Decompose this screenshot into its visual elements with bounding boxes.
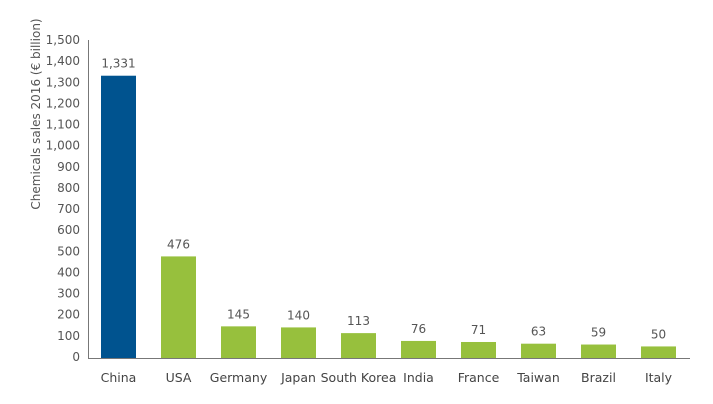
- y-tick-label: 200: [57, 308, 80, 322]
- data-label: 63: [531, 325, 546, 339]
- data-label: 140: [287, 308, 310, 322]
- bar-india: [401, 340, 436, 358]
- data-label: 1,331: [101, 57, 135, 71]
- x-tick-label: Brazil: [581, 370, 616, 385]
- y-tick-label: 400: [57, 265, 80, 279]
- bar-germany: [221, 326, 256, 358]
- bars: 1,331 China 476 USA 145 Germany 140 Japan 113 Sou…: [101, 57, 676, 385]
- bar-taiwan: [521, 343, 556, 358]
- y-tick-label: 1,300: [46, 75, 80, 89]
- y-tick-label: 600: [57, 223, 80, 237]
- bar-france: [461, 341, 496, 358]
- bar-south-korea: [341, 333, 376, 358]
- y-tick-label: 1,400: [46, 54, 80, 68]
- bar-china: [101, 75, 136, 358]
- data-label: 50: [651, 327, 666, 341]
- y-tick-label: 300: [57, 287, 80, 301]
- data-label: 76: [411, 322, 426, 336]
- x-tick-label: Japan: [280, 370, 316, 385]
- bar-japan: [281, 327, 316, 358]
- y-tick-label: 500: [57, 244, 80, 258]
- x-tick-label: Germany: [210, 370, 268, 385]
- x-tick-label: South Korea: [321, 370, 397, 385]
- y-tick-label: 900: [57, 160, 80, 174]
- y-axis-label: Chemicals sales 2016 (€ billion): [29, 18, 43, 209]
- x-tick-label: France: [458, 370, 500, 385]
- data-label: 113: [347, 314, 370, 328]
- data-label: 476: [167, 237, 190, 251]
- data-label: 59: [591, 326, 606, 340]
- data-label: 71: [471, 323, 486, 337]
- y-tick-label: 0: [72, 350, 80, 364]
- x-tick-label: Taiwan: [516, 370, 560, 385]
- y-tick-label: 1,500: [46, 33, 80, 47]
- bar-usa: [161, 256, 196, 358]
- y-tick-label: 1,100: [46, 118, 80, 132]
- data-label: 145: [227, 307, 250, 321]
- bar-brazil: [581, 344, 616, 358]
- x-tick-label: India: [403, 370, 434, 385]
- y-tick-label: 1,000: [46, 139, 80, 153]
- bar-italy: [641, 346, 676, 358]
- y-axis-ticks: 0 100 200 300 400 500 600 700 800 900 1,000 1,100 1,…: [46, 33, 80, 364]
- x-tick-label: China: [101, 370, 137, 385]
- x-tick-label: Italy: [645, 370, 673, 385]
- y-tick-label: 100: [57, 329, 80, 343]
- y-tick-label: 700: [57, 202, 80, 216]
- y-tick-label: 1,200: [46, 96, 80, 110]
- x-tick-label: USA: [166, 370, 192, 385]
- y-tick-label: 800: [57, 181, 80, 195]
